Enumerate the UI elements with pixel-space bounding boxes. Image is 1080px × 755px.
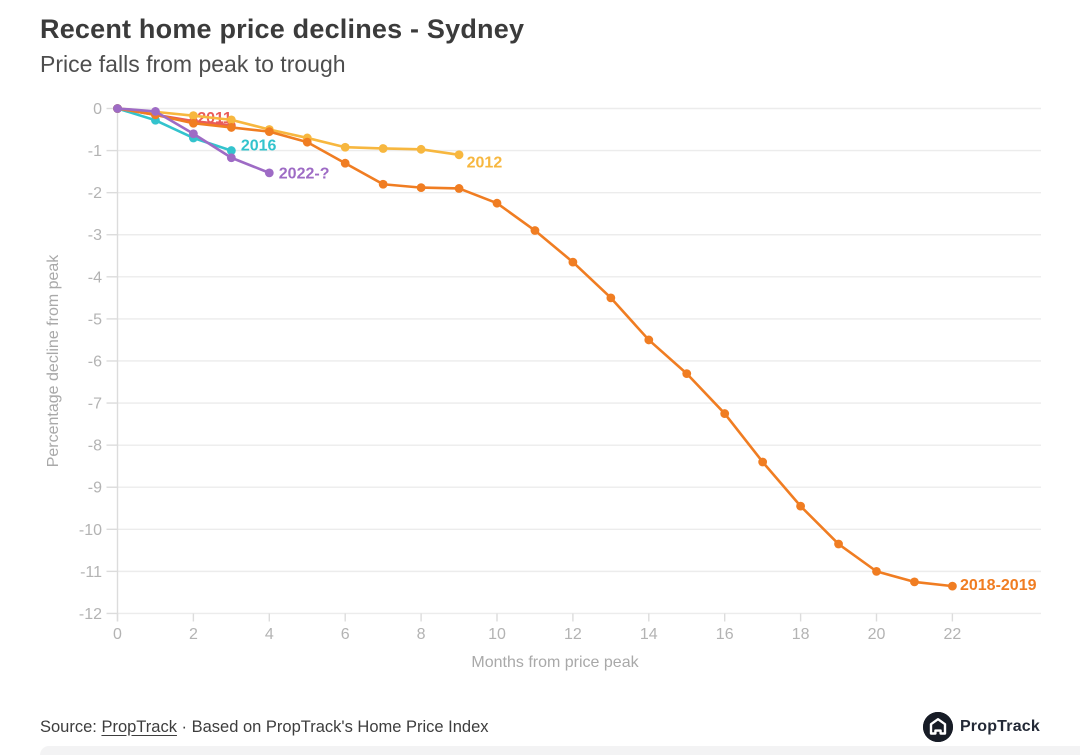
ytick-label--6: -6 [88,353,102,370]
data-point-2012-m7 [378,144,388,153]
source-prefix: Source: [40,717,102,736]
data-point-2018-2019-m13 [606,293,616,303]
chart-footer: Source: PropTrack · Based on PropTrack's… [40,712,1040,742]
ytick-label--3: -3 [88,227,102,244]
xtick-label-10: 10 [488,626,506,643]
xtick-label-12: 12 [564,626,582,643]
source-link[interactable]: PropTrack [101,717,177,736]
data-point-2018-2019-m4 [264,127,274,137]
page-title: Recent home price declines - Sydney [40,14,525,44]
ytick-label--8: -8 [88,438,102,455]
data-point-2018-2019-m3 [226,123,236,132]
ytick-label--7: -7 [88,396,102,413]
data-point-2018-2019-m15 [682,369,692,379]
ytick-label--1: -1 [88,143,102,160]
xtick-label-0: 0 [113,626,122,643]
source-line: Source: PropTrack · Based on PropTrack's… [40,718,489,737]
data-point-2018-2019-m10 [492,198,502,208]
ytick-label--9: -9 [88,480,102,497]
ytick-label-0: 0 [93,101,102,118]
data-point-2018-2019-m16 [720,409,730,418]
series-label-2022-?: 2022-? [279,166,330,183]
ytick-label--11: -11 [80,564,102,581]
chart-header: Recent home price declines - Sydney Pric… [40,14,524,78]
xtick-label-18: 18 [792,626,810,643]
xtick-label-20: 20 [868,626,886,643]
xtick-label-22: 22 [944,626,962,643]
data-point-2018-2019-m11 [530,226,540,235]
logo-text: PropTrack [959,718,1040,735]
data-point-2022-?-m3 [226,153,236,163]
series-line-2018-2019 [116,107,954,588]
data-point-2022-?-m1 [151,107,160,116]
xtick-label-4: 4 [265,626,274,643]
data-point-2018-2019-m9 [454,184,464,193]
ytick-label--2: -2 [88,185,102,202]
xtick-label-8: 8 [417,626,426,643]
data-point-2012-m6 [340,142,350,152]
source-rest: · Based on PropTrack's Home Price Index [176,717,489,736]
y-axis-title: Percentage decline from peak [45,254,62,468]
data-point-2022-?-m2 [189,129,198,139]
series-label-2016: 2016 [241,138,277,155]
data-point-2018-2019-m20 [872,566,881,576]
data-point-2018-2019-m7 [378,179,388,189]
data-point-2018-2019-m22 [948,581,957,591]
data-point-2018-2019-m2 [189,118,198,128]
data-point-2022-?-m0 [113,104,122,113]
data-point-2018-2019-m18 [796,501,805,511]
data-point-2018-2019-m5 [302,137,312,147]
ytick-label--4: -4 [88,269,102,286]
x-axis-title: Months from price peak [471,654,639,671]
series-label-2012: 2012 [467,154,503,171]
ytick-label--12: -12 [79,606,102,623]
xtick-label-2: 2 [189,626,198,643]
data-point-2016-m3 [226,146,236,155]
data-point-2018-2019-m21 [910,577,919,587]
xtick-label-16: 16 [716,626,734,643]
ytick-label--5: -5 [88,311,102,328]
series-label-2018-2019: 2018-2019 [960,577,1037,594]
data-point-2018-2019-m6 [340,158,350,168]
data-point-2012-m8 [416,144,426,154]
xtick-label-6: 6 [341,626,350,643]
data-point-2012-m9 [454,150,464,160]
data-point-2018-2019-m12 [568,257,578,267]
data-point-2012-m3 [226,115,236,125]
page-subtitle: Price falls from peak to trough [40,51,346,77]
data-point-2022-?-m4 [264,168,274,178]
data-point-2018-2019-m14 [644,335,654,345]
series-line-2012 [116,107,461,157]
proptrack-logo: PropTrack [922,712,1040,742]
data-point-2018-2019-m8 [416,183,426,193]
data-point-2018-2019-m19 [834,539,843,549]
data-point-2012-m2 [189,111,198,121]
ytick-label--10: -10 [79,522,102,539]
house-icon [922,712,953,742]
xtick-label-14: 14 [640,626,658,643]
data-point-2018-2019-m17 [758,457,768,467]
bottom-edge-strip [40,746,1080,755]
